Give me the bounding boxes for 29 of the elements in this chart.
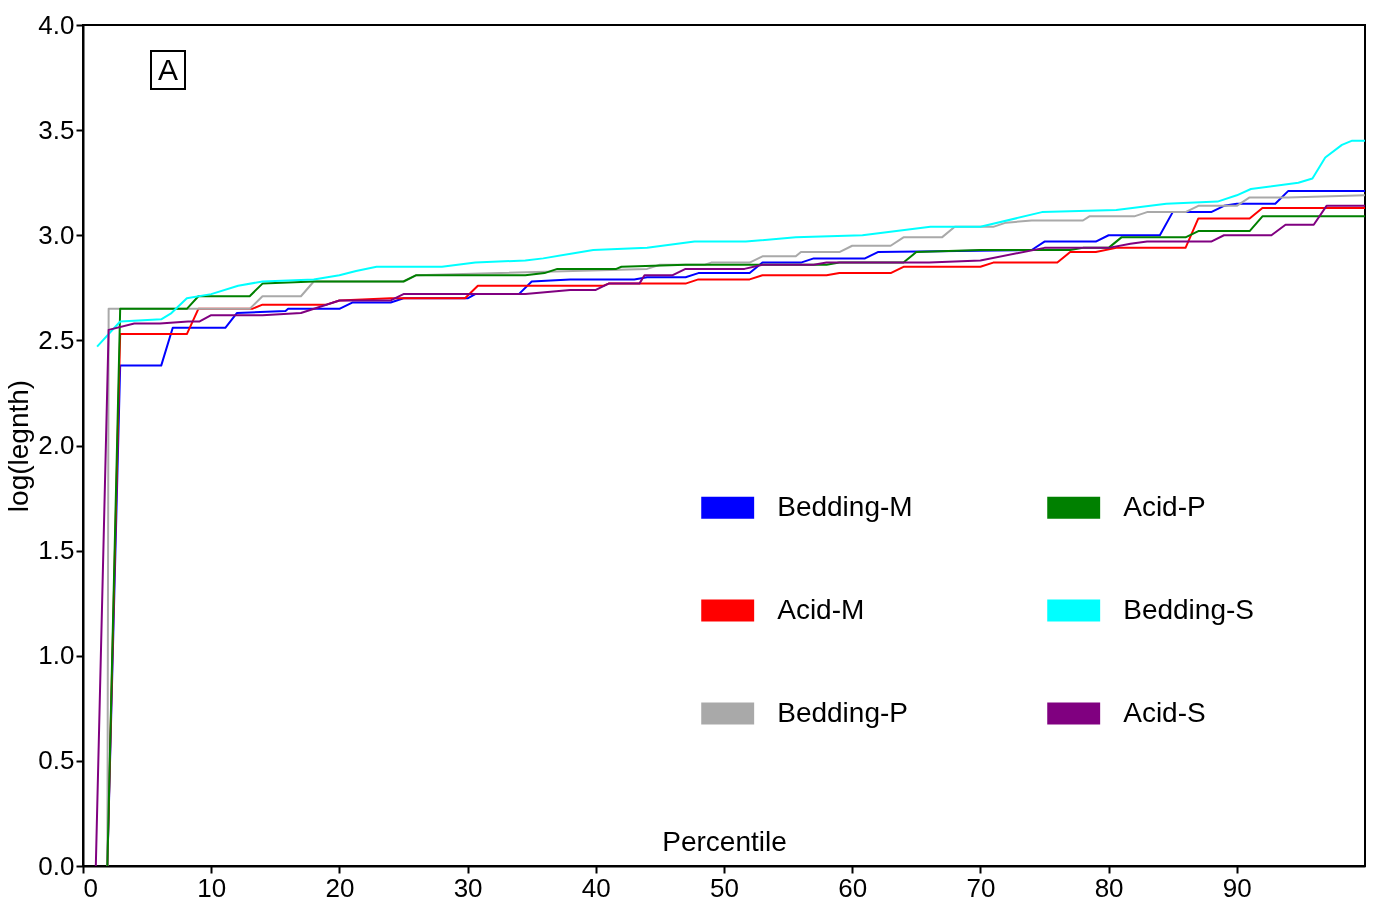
y-axis-title: log(legnth): [3, 379, 35, 513]
y-tick-label: 1.5: [38, 535, 75, 566]
legend-label: Acid-M: [777, 593, 865, 625]
legend-label: Bedding-M: [777, 490, 913, 522]
x-tick-label: 0: [83, 872, 98, 903]
x-tick-label: 10: [197, 872, 227, 903]
y-tick-label: 0.5: [38, 745, 75, 776]
y-tick-label: 4.0: [38, 9, 75, 40]
legend-label: Bedding-S: [1123, 593, 1254, 625]
x-tick-label: 20: [325, 872, 355, 903]
x-tick-label: 90: [1222, 872, 1252, 903]
y-tick-label: 3.5: [38, 114, 75, 145]
y-tick-label: 2.0: [38, 430, 75, 460]
x-tick-label: 60: [838, 872, 868, 903]
line-series: [96, 139, 1366, 348]
y-tick-label: 3.0: [38, 219, 75, 250]
x-tick-label: 70: [966, 872, 996, 903]
x-tick-label: 30: [453, 872, 483, 903]
x-tick-label: 80: [1094, 872, 1124, 903]
x-tick-label: 50: [710, 872, 739, 903]
x-tick-label: 40: [581, 872, 611, 903]
y-tick-label: 2.5: [38, 324, 75, 355]
y-tick-label: 0.0: [38, 850, 75, 881]
y-tick-label: 1.0: [38, 640, 75, 671]
legend-label: Acid-S: [1123, 696, 1206, 728]
legend-label: Acid-P: [1123, 490, 1206, 522]
legend-label: Bedding-P: [777, 696, 908, 728]
x-axis-title: Percentile: [662, 825, 787, 857]
panel-label: A: [150, 50, 186, 90]
